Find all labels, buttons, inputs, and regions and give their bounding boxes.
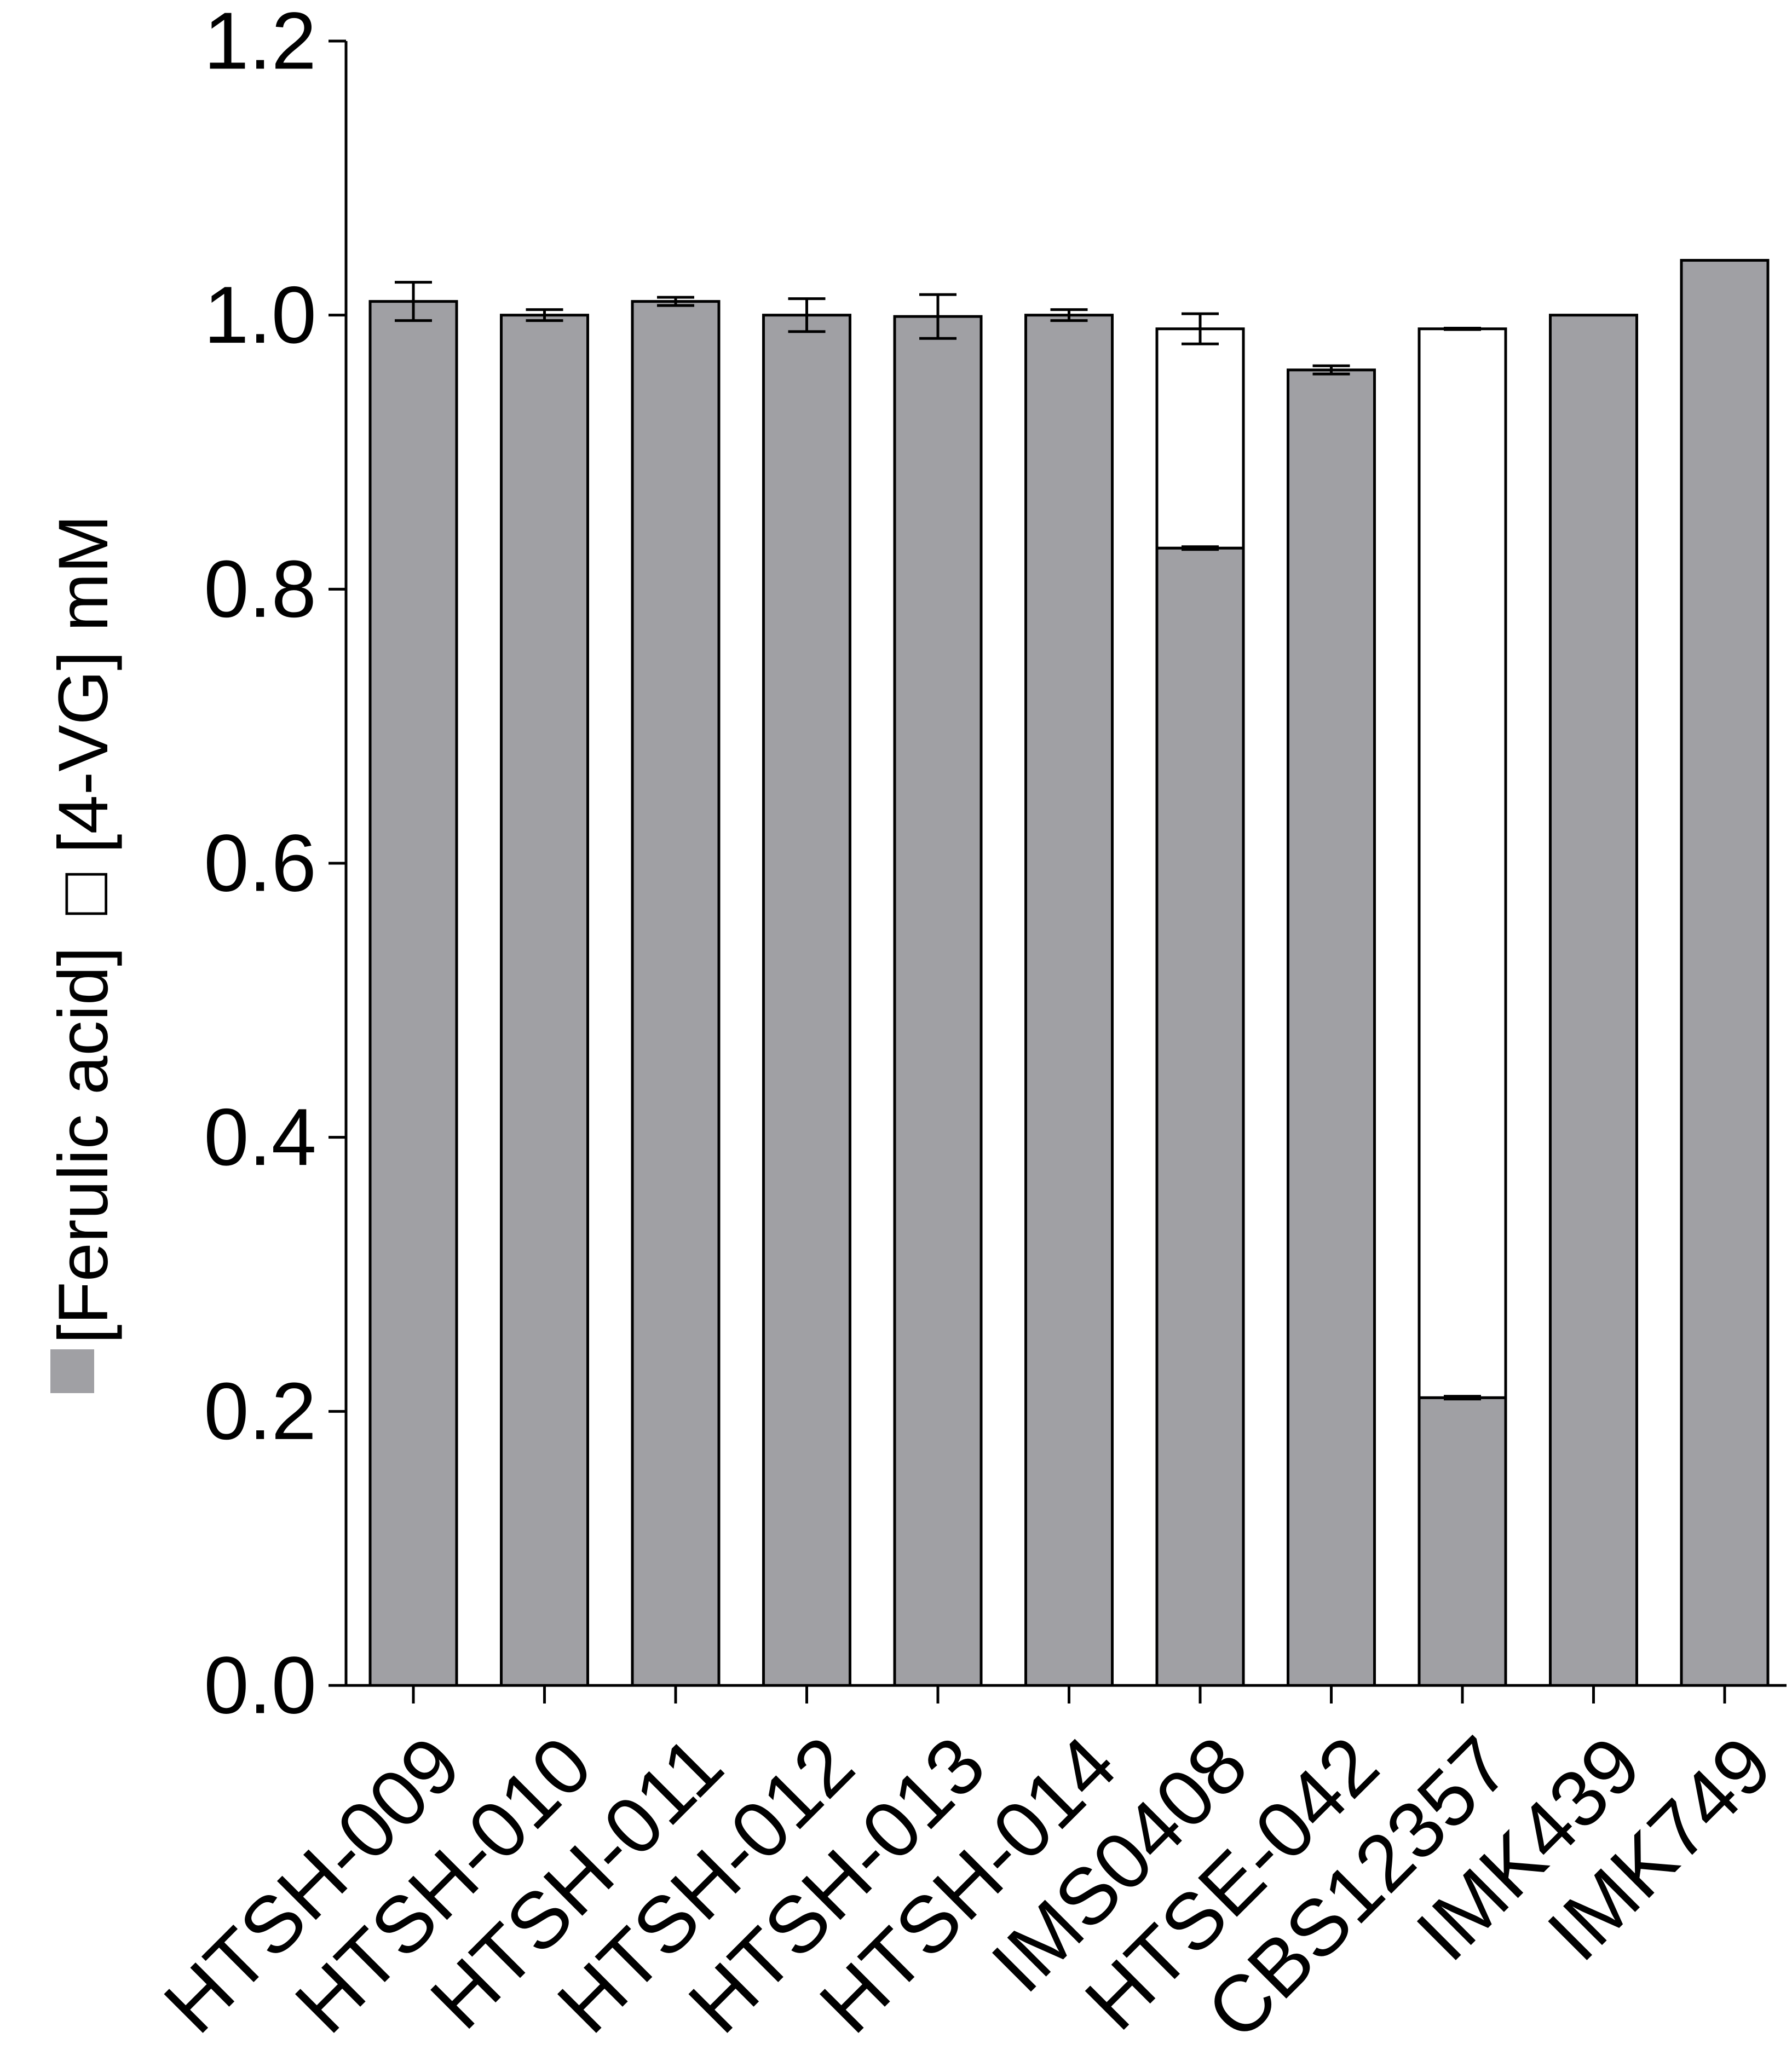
y-tick-label: 0.0 (204, 1641, 316, 1731)
bar-ferulic-acid (1680, 259, 1770, 1687)
bar-ferulic-acid (1287, 368, 1376, 1687)
ferulic-acid-label: [Ferulic acid] (44, 946, 123, 1344)
y-tick-label: 0.4 (204, 1092, 316, 1182)
bar-ferulic-acid (762, 314, 851, 1687)
bar-ferulic-acid (500, 314, 589, 1687)
bar-ferulic-acid (1024, 314, 1114, 1687)
ferulic-acid-legend-swatch (50, 1349, 94, 1393)
y-tick-label: 0.2 (204, 1366, 316, 1457)
y-tick-label: 1.0 (204, 270, 316, 360)
y-axis-title-text: [Ferulic acid] □ [4-VG] mM (44, 515, 123, 1344)
error-bars (395, 281, 1481, 1401)
bar-4vg (1155, 327, 1245, 550)
x-axis (329, 1684, 1787, 1703)
bar-ferulic-acid (1549, 314, 1638, 1687)
x-tick-labels: HTSH-009HTSH-010HTSH-011HTSH-012HTSH-013… (147, 1719, 1789, 2050)
y-axis (329, 39, 348, 1687)
y-tick-labels: 0.0 0.2 0.4 0.6 0.8 1.0 1.2 (204, 0, 316, 1731)
white-square-glyph: □ (44, 873, 123, 915)
bars (368, 259, 1770, 1687)
bar-4vg (1418, 327, 1507, 1399)
bar-ferulic-acid (631, 300, 721, 1687)
bar-ferulic-acid (893, 315, 983, 1687)
y-tick-label: 0.6 (204, 818, 316, 909)
y-tick-label: 1.2 (204, 0, 316, 86)
y-tick-label: 0.8 (204, 544, 316, 634)
y-axis-title: [Ferulic acid] □ [4-VG] mM (44, 515, 123, 1393)
vg-label: [4-VG] mM (44, 515, 123, 853)
bar-ferulic-acid (1155, 546, 1245, 1687)
bar-ferulic-acid (368, 300, 458, 1687)
bar-ferulic-acid (1418, 1396, 1507, 1687)
